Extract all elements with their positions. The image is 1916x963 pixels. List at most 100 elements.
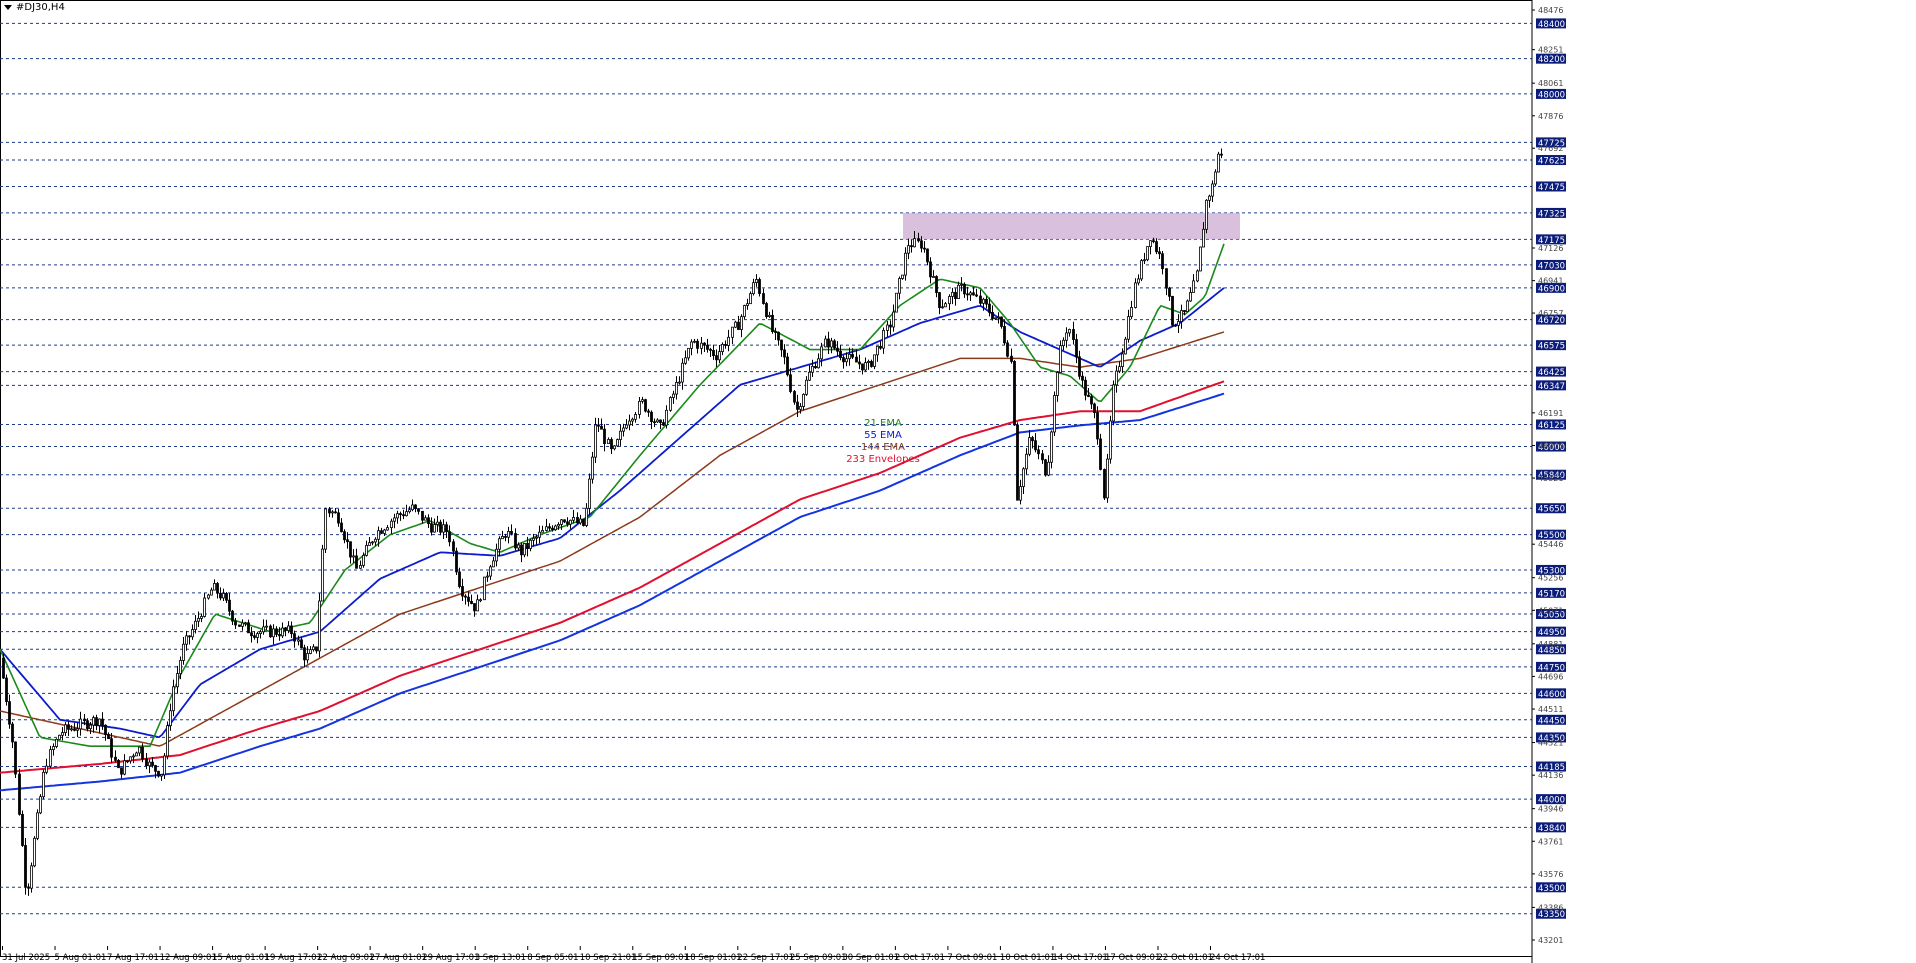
candle-body [399, 513, 402, 516]
candle-body [172, 686, 175, 712]
candle-body [1130, 307, 1133, 318]
candle-body [1065, 332, 1068, 341]
candle-body [786, 356, 789, 376]
candle-body [820, 346, 823, 360]
candle-body [641, 399, 644, 402]
ema144-line [0, 331, 1225, 747]
candle-body [687, 347, 690, 359]
candle-body [557, 524, 560, 527]
price-tag-label: 48400 [1538, 20, 1565, 30]
candle-body [520, 544, 523, 556]
candle-body [526, 543, 529, 549]
candle-body [548, 526, 551, 529]
legend-entry: 144 EMA [861, 442, 905, 453]
candle-body [879, 345, 882, 349]
symbol-title[interactable]: #DJ30,H4 [4, 2, 65, 13]
candle-body [486, 575, 489, 578]
candle-body [724, 343, 727, 346]
price-tag [1536, 794, 1566, 805]
candle-body [811, 365, 814, 373]
candle-body [14, 741, 17, 775]
candle-body [997, 316, 1000, 319]
candle-body [734, 321, 737, 328]
candle-body [36, 812, 39, 839]
candle-body [684, 357, 687, 364]
price-tag-label: 43350 [1538, 910, 1565, 920]
candle-body [73, 728, 76, 731]
collapse-triangle-icon[interactable] [4, 4, 12, 10]
candle-body [619, 430, 622, 440]
candle-body [24, 845, 27, 888]
candle-body [1155, 241, 1158, 253]
candle-body [665, 409, 668, 426]
candle-body [2, 657, 5, 679]
candle-body [439, 521, 442, 533]
candle-body [483, 576, 486, 601]
candle-body [845, 358, 848, 363]
candle-body [191, 629, 194, 638]
candle-body [613, 445, 616, 450]
candle-body [861, 363, 864, 371]
candle-body [455, 550, 458, 573]
candle-body [1041, 453, 1044, 461]
candle-body [672, 393, 675, 398]
candle-body [352, 555, 355, 558]
price-tag [1536, 714, 1566, 725]
candle-body [228, 599, 231, 612]
candle-body [312, 646, 315, 651]
price-tick-label: 45256 [1538, 574, 1563, 583]
price-tag-label: 44350 [1538, 734, 1565, 744]
candle-body [42, 771, 45, 798]
candle-body [368, 542, 371, 546]
price-tag [1536, 53, 1566, 64]
candle-body [616, 439, 619, 447]
time-label: 15 Aug 01:01 [212, 953, 269, 963]
candle-body [281, 627, 284, 637]
price-tag [1536, 564, 1566, 575]
candle-body [653, 421, 656, 424]
candle-body [1025, 453, 1028, 470]
candle-body [492, 560, 495, 568]
candle-body [650, 411, 653, 423]
price-tag [1536, 419, 1566, 430]
candle-body [1072, 329, 1075, 340]
time-label: 12 Aug 09:01 [160, 953, 217, 963]
candle-body [1183, 310, 1186, 313]
candle-body [1075, 339, 1078, 358]
candle-body [265, 625, 268, 628]
candle-body [1196, 270, 1199, 282]
candle-body [479, 599, 482, 602]
candle-body [709, 348, 712, 351]
candle-body [839, 350, 842, 358]
time-label: 18 Sep 01:01 [685, 953, 742, 963]
candle-body [917, 238, 920, 242]
candle-body [1127, 316, 1130, 340]
candle-body [771, 314, 774, 332]
price-tag-label: 45840 [1538, 471, 1565, 481]
price-tag-label: 47725 [1538, 139, 1565, 149]
candle-body [681, 362, 684, 383]
candle-body [1171, 295, 1174, 326]
candle-body [464, 595, 467, 598]
price-tag [1536, 88, 1566, 99]
price-tick-label: 47126 [1538, 244, 1563, 253]
candle-body [1031, 437, 1034, 442]
resistance-zone-rect [903, 212, 1240, 240]
candle-body [842, 357, 845, 363]
candle-body [461, 586, 464, 597]
candle-body [743, 305, 746, 318]
candle-body [535, 536, 538, 539]
candle-body [572, 517, 575, 521]
candle-body [755, 279, 758, 284]
candle-body [365, 544, 368, 556]
candle-body [625, 424, 628, 429]
candle-body [1013, 360, 1016, 426]
candle-body [740, 316, 743, 330]
price-tag [1536, 761, 1566, 772]
candle-body [796, 401, 799, 410]
candle-body [802, 393, 805, 407]
candle-body [768, 314, 771, 318]
candle-body [138, 746, 141, 754]
candle-body [154, 765, 157, 772]
